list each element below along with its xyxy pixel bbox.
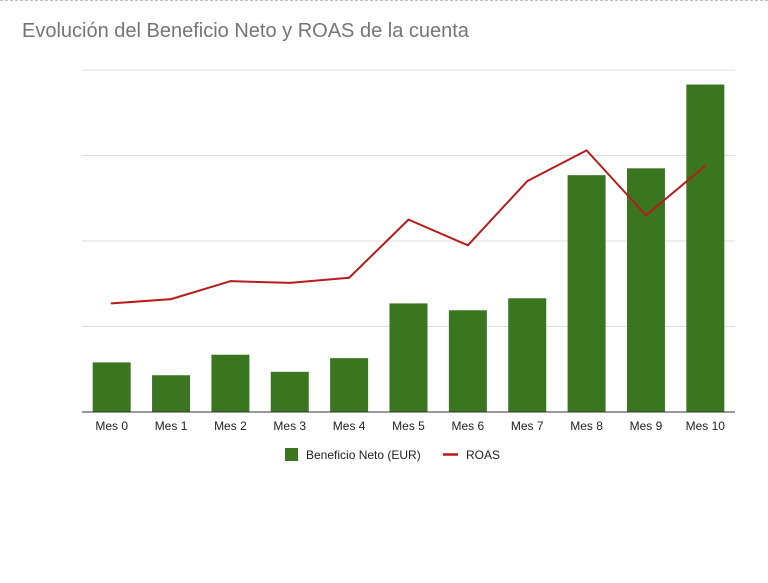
legend: Beneficio Neto (EUR) ROAS	[285, 448, 500, 462]
bar-mes-0[interactable]	[92, 362, 131, 412]
x-tick-labels: Mes 0 Mes 1 Mes 2 Mes 3 Mes 4 Mes 5 Mes 6 Mes 7…	[95, 419, 725, 433]
roas-point[interactable]	[644, 214, 647, 217]
x-tick-label: Mes 3	[273, 419, 306, 433]
roas-point[interactable]	[466, 244, 469, 247]
legend-label-roas: ROAS	[466, 448, 500, 462]
roas-point[interactable]	[229, 280, 232, 283]
x-tick-label: Mes 1	[155, 419, 188, 433]
bar-mes-5[interactable]	[389, 303, 428, 412]
roas-point[interactable]	[170, 298, 173, 301]
x-tick-label: Mes 2	[214, 419, 247, 433]
roas-line[interactable]	[111, 149, 706, 305]
roas-point[interactable]	[526, 180, 529, 183]
chart-title: Evolución del Beneficio Neto y ROAS de l…	[22, 20, 469, 42]
x-tick-label: Mes 4	[333, 419, 366, 433]
x-tick-label: Mes 9	[630, 419, 663, 433]
top-border	[0, 0, 768, 1]
roas-point[interactable]	[348, 276, 351, 279]
roas-point[interactable]	[704, 164, 707, 167]
bar-mes-4[interactable]	[330, 358, 369, 412]
legend-swatch-beneficio	[285, 448, 298, 461]
bar-mes-9[interactable]	[626, 168, 665, 412]
bar-mes-10[interactable]	[686, 84, 725, 412]
bar-mes-1[interactable]	[152, 375, 191, 412]
bars	[92, 84, 725, 412]
bar-mes-7[interactable]	[508, 298, 547, 412]
legend-label-beneficio: Beneficio Neto (EUR)	[306, 448, 421, 462]
bar-mes-6[interactable]	[448, 310, 487, 412]
bar-mes-8[interactable]	[567, 175, 606, 412]
roas-line-group	[110, 149, 707, 305]
x-tick-label: Mes 0	[95, 419, 128, 433]
x-tick-label: Mes 5	[392, 419, 425, 433]
roas-point[interactable]	[110, 302, 113, 305]
bar-mes-3[interactable]	[270, 371, 309, 412]
x-tick-label: Mes 6	[452, 419, 485, 433]
roas-point[interactable]	[585, 149, 588, 152]
roas-point[interactable]	[288, 281, 291, 284]
x-tick-label: Mes 7	[511, 419, 544, 433]
roas-point[interactable]	[407, 218, 410, 221]
x-tick-label: Mes 8	[570, 419, 603, 433]
bar-mes-2[interactable]	[211, 354, 250, 412]
x-tick-label: Mes 10	[686, 419, 726, 433]
